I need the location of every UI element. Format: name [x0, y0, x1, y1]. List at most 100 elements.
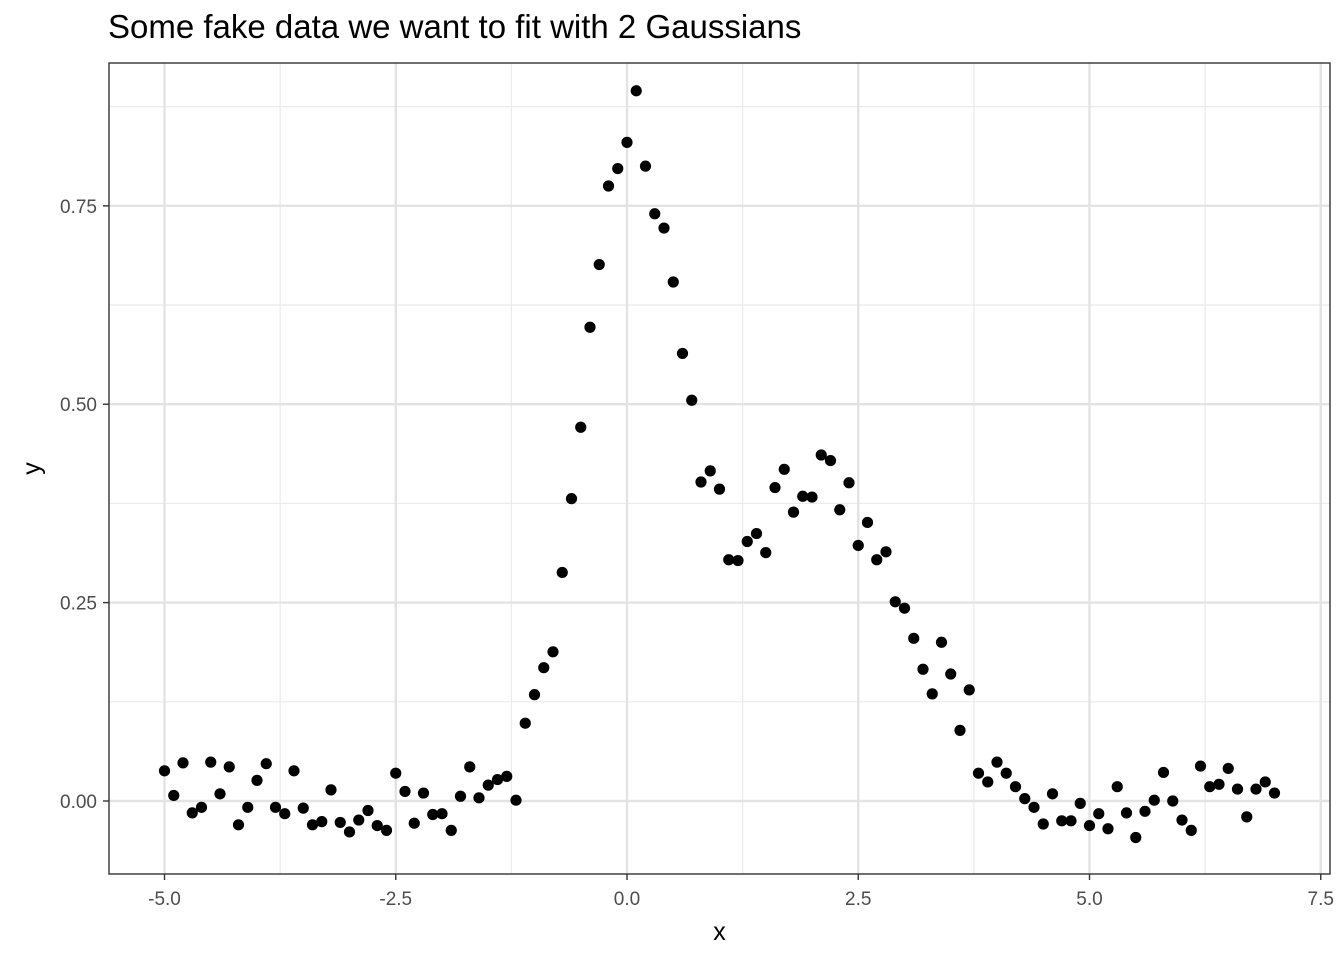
data-point [991, 756, 1003, 768]
data-point [177, 757, 189, 769]
data-point [593, 258, 605, 271]
data-point [1074, 797, 1086, 809]
data-point [787, 506, 800, 518]
data-point [399, 785, 411, 798]
data-point [1046, 788, 1059, 800]
data-point [760, 547, 772, 559]
data-point [482, 779, 494, 791]
data-point [1083, 819, 1096, 832]
data-point [806, 491, 818, 503]
data-point [1222, 762, 1234, 775]
data-point [649, 208, 661, 220]
x-tick-label: -5.0 [148, 889, 181, 910]
data-point [750, 527, 763, 540]
data-point [1157, 766, 1170, 779]
data-point [269, 801, 282, 813]
data-point [510, 794, 522, 806]
data-point [704, 465, 716, 477]
data-point [214, 788, 226, 800]
data-point [538, 662, 550, 674]
data-point [908, 632, 920, 644]
data-point [889, 596, 901, 608]
data-point [972, 767, 985, 779]
data-point [556, 566, 568, 579]
data-point [963, 684, 975, 696]
data-point [464, 761, 476, 773]
data-point [232, 819, 245, 831]
data-point [528, 689, 541, 701]
data-point [445, 824, 457, 836]
data-point [1204, 781, 1216, 793]
data-point [815, 449, 827, 461]
data-point [926, 688, 938, 700]
data-point [630, 85, 642, 97]
data-point [584, 321, 596, 333]
data-point [306, 819, 319, 831]
data-point [1093, 808, 1105, 820]
data-point [1102, 823, 1114, 835]
y-tick-label: 0.75 [60, 197, 97, 218]
data-point [436, 808, 448, 820]
data-point [565, 493, 578, 505]
data-point [778, 463, 790, 475]
data-point [242, 801, 254, 813]
data-points [158, 85, 1281, 844]
data-point [1139, 805, 1151, 817]
data-point [519, 717, 531, 729]
data-point [861, 516, 874, 529]
data-point [1259, 776, 1271, 788]
data-point [658, 222, 670, 234]
data-point [334, 816, 346, 829]
data-point [621, 136, 633, 148]
data-point [1065, 815, 1077, 827]
data-point [935, 636, 948, 648]
data-point [343, 826, 356, 838]
data-point [1167, 795, 1179, 807]
data-point [427, 808, 439, 821]
data-point [1148, 794, 1160, 806]
data-point [362, 804, 374, 817]
data-point [371, 819, 383, 832]
data-point [297, 802, 309, 814]
data-point [1009, 781, 1022, 793]
data-point [316, 816, 328, 828]
data-point [547, 646, 559, 658]
data-point [575, 421, 587, 433]
data-point [898, 602, 911, 614]
x-tick-label: 2.5 [845, 889, 871, 910]
data-point [1241, 811, 1253, 823]
y-tick-label: 0.50 [60, 395, 97, 416]
data-point [945, 668, 957, 680]
plot-panel-border [108, 62, 1331, 875]
data-point [1185, 824, 1197, 836]
data-point [982, 776, 994, 788]
data-point [612, 162, 624, 175]
data-point [676, 347, 689, 360]
data-point [491, 773, 504, 786]
data-point [1120, 807, 1133, 819]
y-axis-title: y [18, 462, 46, 475]
data-point [732, 554, 744, 567]
data-point [223, 761, 235, 773]
data-point [1111, 781, 1123, 793]
data-point [695, 476, 707, 488]
data-point [158, 765, 171, 777]
data-point [871, 554, 883, 566]
data-point [473, 792, 485, 804]
data-point [741, 535, 753, 548]
data-point [1130, 831, 1142, 844]
data-point [1250, 783, 1262, 795]
x-axis-title: x [713, 918, 726, 946]
data-point [1231, 783, 1244, 795]
data-point [852, 539, 864, 552]
data-point [279, 808, 291, 820]
y-tick-label: 0.25 [60, 594, 97, 615]
data-point [325, 784, 337, 796]
data-point [639, 160, 652, 172]
x-tick-label: -2.5 [379, 889, 412, 910]
data-point [917, 663, 929, 675]
data-point [797, 490, 809, 502]
data-point [353, 814, 365, 826]
data-point [251, 774, 263, 786]
